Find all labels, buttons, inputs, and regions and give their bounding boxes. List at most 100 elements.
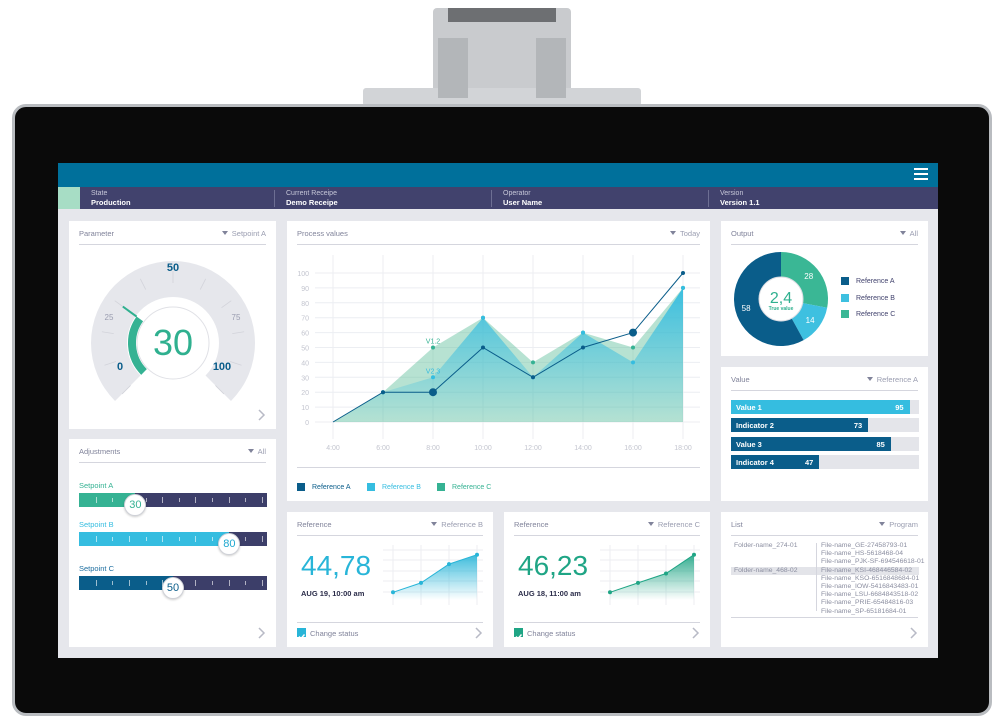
- slider-setpoint-a[interactable]: 30: [79, 493, 267, 516]
- y-tick-label: 30: [301, 375, 309, 382]
- y-tick-label: 10: [301, 405, 309, 412]
- chevron-right-icon[interactable]: [258, 627, 266, 639]
- divider: [731, 617, 918, 618]
- filter-dropdown[interactable]: Today: [670, 229, 700, 238]
- panel-header: List Program: [731, 520, 918, 536]
- gauge[interactable]: 30 50 0 100 25 75: [69, 249, 276, 409]
- gauge-band: [91, 261, 255, 401]
- file-item[interactable]: File-name_SP-65181684-01: [821, 607, 907, 615]
- slider-knob[interactable]: 50: [162, 577, 184, 599]
- change-status-checkbox[interactable]: [514, 628, 523, 640]
- list-panel: List Program Folder-name_274-01 Folder-nam…: [721, 512, 928, 647]
- trend-chart: [383, 545, 483, 605]
- slider-tick: [145, 537, 147, 541]
- process-values-panel: Process values Today 0 10 20 30 40 50 60 70 80 90 1…: [287, 221, 710, 501]
- chevron-right-icon[interactable]: [475, 627, 483, 639]
- slider-tick: [245, 537, 247, 541]
- point-reference-a: [581, 345, 585, 350]
- slider-tick: [162, 536, 164, 542]
- slider-tick: [145, 498, 147, 502]
- chevron-right-icon[interactable]: [258, 409, 266, 421]
- trend-point: [608, 590, 612, 595]
- y-tick-label: 0: [305, 420, 309, 427]
- filter-dropdown[interactable]: Reference C: [648, 520, 700, 529]
- legend-reference-a[interactable]: Reference A: [297, 483, 351, 491]
- value: Production: [91, 198, 131, 207]
- file-item[interactable]: File-name_PRIE-65484816-03: [821, 599, 914, 607]
- value-bar-value: 85: [876, 439, 885, 449]
- monitor-mount: [363, 8, 641, 106]
- slider-tick: [128, 536, 130, 542]
- value-panel: Value Reference A Value 1 95 Indicator 2 73 V…: [721, 367, 928, 501]
- change-status-label: Change status: [527, 629, 576, 638]
- value-bar-fill: Value 3 85: [731, 436, 891, 451]
- file-item[interactable]: File-name_HS-5618468-04: [821, 550, 903, 558]
- x-tick-label: 18:00: [674, 445, 692, 452]
- slider-setpoint-c[interactable]: 50: [79, 576, 267, 599]
- slider-tick: [228, 580, 230, 586]
- file-item[interactable]: File-name_PJK-SF-694546618-01: [821, 558, 925, 566]
- x-tick-label: 12:00: [524, 445, 542, 452]
- file-item[interactable]: File-name_LSU-6684843518-02: [821, 591, 919, 599]
- label: Operator: [503, 190, 531, 197]
- legend-reference-b[interactable]: Reference B: [367, 483, 421, 491]
- hamburger-icon[interactable]: [914, 168, 928, 182]
- y-tick-label: 60: [301, 331, 309, 338]
- chevron-right-icon[interactable]: [910, 627, 918, 639]
- x-tick-label: 14:00: [574, 445, 592, 452]
- file-item[interactable]: File-name_KSO-6516848684-01: [821, 574, 920, 582]
- reference-c-panel: Reference Reference C 46,23 AUG 18, 11:00 a…: [504, 512, 710, 647]
- slider-tick: [95, 580, 97, 586]
- slider-knob[interactable]: 80: [218, 533, 241, 555]
- value-bar-fill: Value 1 95: [731, 400, 910, 414]
- chevron-right-icon[interactable]: [692, 627, 700, 639]
- gauge-tick: [121, 385, 131, 395]
- point-reference-b: [481, 315, 485, 320]
- trend-point: [419, 580, 423, 585]
- slider-tick: [212, 581, 214, 585]
- file-item[interactable]: File-name_GE-27458793-01: [821, 542, 908, 549]
- reference-b-panel: Reference Reference B 44,78 AUG 19, 10:00 a…: [287, 512, 493, 647]
- value-bar: Value 3 85: [731, 436, 919, 451]
- y-tick-label: 20: [301, 390, 309, 397]
- value-bar-label: Indicator 4: [736, 457, 774, 467]
- label: State: [91, 190, 108, 197]
- panel-header: Value Reference A: [731, 375, 918, 391]
- panel-header: Adjustments All: [79, 447, 266, 463]
- point-reference-c: [431, 345, 435, 350]
- filter-dropdown[interactable]: Reference A: [867, 375, 918, 384]
- filter-dropdown[interactable]: Reference B: [431, 520, 483, 529]
- filter-dropdown[interactable]: Program: [879, 520, 918, 529]
- value-bar: Value 1 95: [731, 400, 919, 414]
- gauge-tick: [215, 385, 225, 395]
- x-tick-label: 6:00: [376, 445, 390, 452]
- panel-title: Value: [731, 375, 750, 384]
- gauge-value-arc: [128, 316, 147, 375]
- gauge-tick: [139, 278, 147, 290]
- slider-tick: [145, 581, 147, 585]
- filter-dropdown[interactable]: Setpoint A: [222, 229, 266, 238]
- gauge-tick: [114, 300, 125, 309]
- slider-setpoint-b[interactable]: 80: [79, 532, 267, 555]
- slider-tick: [95, 497, 97, 503]
- panel-header: Parameter Setpoint A: [79, 229, 266, 245]
- filter-dropdown[interactable]: All: [900, 229, 918, 238]
- true-value: 2,4: [770, 290, 792, 307]
- panel-title: Reference: [514, 520, 549, 529]
- legend-reference-c[interactable]: Reference C: [437, 483, 491, 491]
- slider-tick: [112, 581, 114, 585]
- point-reference-b: [431, 375, 435, 380]
- folder-item[interactable]: Folder-name_468-02: [734, 566, 798, 574]
- x-tick-label: 16:00: [624, 445, 642, 452]
- value-bar-value: 73: [853, 421, 863, 431]
- file-item[interactable]: File-name_KSI-468446584-02: [821, 566, 913, 574]
- reference-value: 46,23: [518, 550, 589, 581]
- folder-item[interactable]: Folder-name_274-01: [734, 542, 798, 549]
- info-operator: Operator User Name: [491, 190, 708, 207]
- filter-dropdown[interactable]: All: [248, 447, 266, 456]
- slider-tick: [112, 537, 114, 541]
- slider-knob[interactable]: 30: [124, 494, 147, 516]
- change-status-checkbox[interactable]: [297, 628, 306, 640]
- gauge-tick: [199, 278, 207, 290]
- file-item[interactable]: File-name_IOW-5416843483-01: [821, 583, 919, 591]
